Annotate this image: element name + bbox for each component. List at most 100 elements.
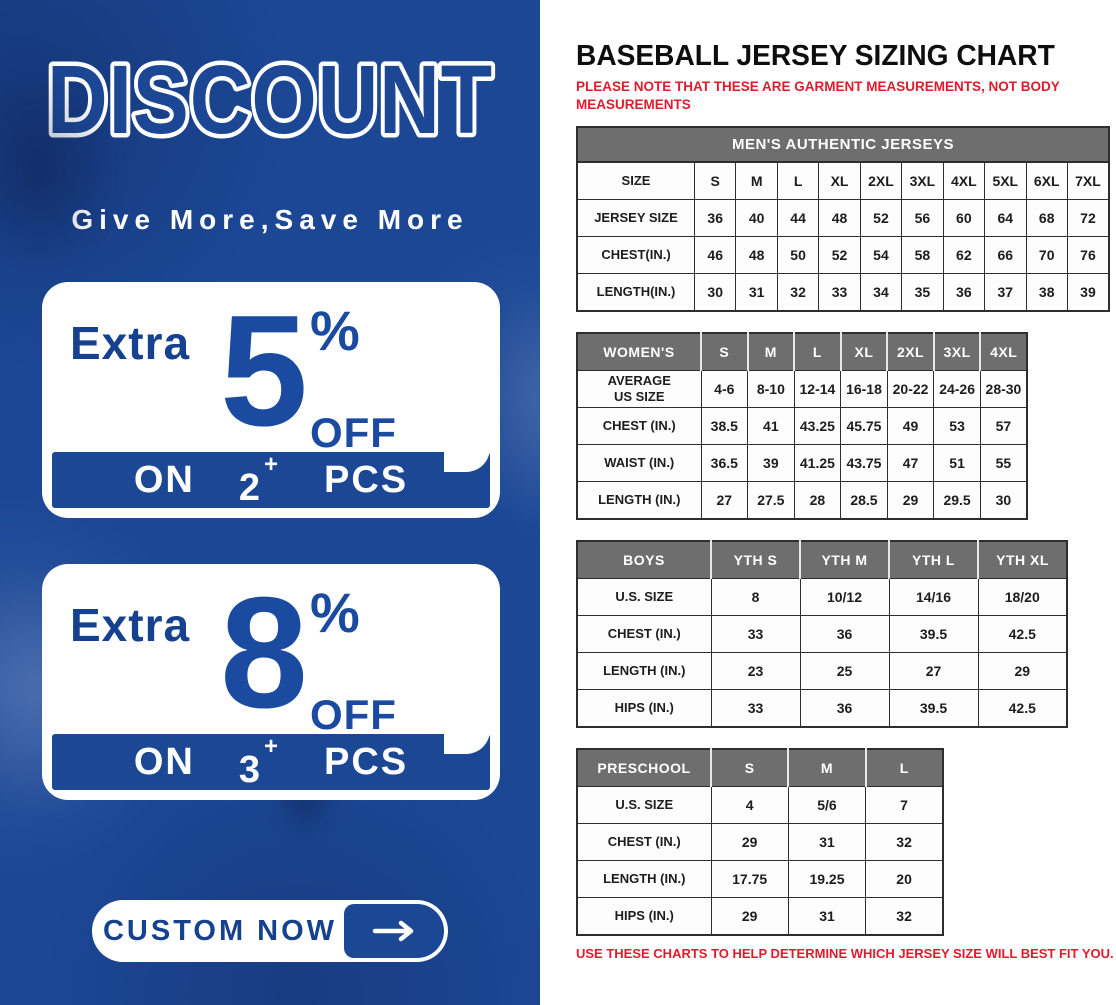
offer-main: Extra 5 % OFF	[42, 282, 500, 459]
table-row-label: U.S. SIZE	[576, 786, 712, 825]
offer-condition-bar: ON 3+ PCS	[52, 732, 490, 791]
offer-extra-label: Extra	[70, 599, 191, 651]
table-header-cell: 3XL	[932, 332, 982, 372]
table-header-cell: M	[787, 748, 867, 788]
table-header-row: WOMEN'S S M L XL 2XL 3XL 4XL	[576, 332, 1028, 372]
table-cell: 27	[888, 652, 979, 691]
table-cell: 18/20	[977, 578, 1068, 617]
table-cell: 62	[942, 236, 986, 275]
fit-advice-note: USE THESE CHARTS TO HELP DETERMINE WHICH…	[576, 946, 1114, 962]
off-label: OFF	[309, 409, 397, 457]
table-cell: 51	[933, 444, 981, 483]
table-cell: 20	[865, 860, 944, 899]
table-cell: 5XL	[984, 161, 1027, 201]
offer-amount: 5	[220, 283, 308, 459]
table-cell: 34	[859, 273, 903, 312]
table-row: U.S. SIZE 8 10/12 14/16 18/20	[576, 578, 1068, 617]
table-row: HIPS (IN.) 33 36 39.5 42.5	[576, 689, 1068, 728]
table-header-row: BOYS YTH S YTH M YTH L YTH XL	[576, 540, 1068, 580]
on-label: ON	[133, 458, 195, 501]
table-cell: 37	[984, 273, 1027, 312]
table-header-cell: M	[746, 332, 796, 372]
table-cell: 14/16	[888, 578, 979, 617]
offer-main: Extra 8 % OFF	[42, 564, 500, 736]
table-row-label: LENGTH (IN.)	[576, 860, 712, 899]
garment-measurement-note: PLEASE NOTE THAT THESE ARE GARMENT MEASU…	[576, 79, 1060, 113]
table-row: AVERAGE US SIZE 4-6 8-10 12-14 16-18 20-22 24-…	[576, 370, 1028, 409]
custom-now-button[interactable]: CUSTOM NOW	[92, 900, 448, 962]
table-row: HIPS (IN.) 29 31 32	[576, 897, 944, 936]
table-cell: 72	[1066, 199, 1110, 238]
table-cell: S	[693, 161, 737, 201]
table-cell: 2XL	[859, 161, 903, 201]
size-table-mens: MEN'S AUTHENTIC JERSEYS SIZE S M L XL 2XL 3XL 4X…	[576, 126, 1110, 313]
offer-condition-bar: ON 2+ PCS	[52, 451, 490, 509]
table-cell: 32	[865, 823, 944, 862]
table-cell: 57	[979, 407, 1028, 446]
table-cell: 52	[818, 236, 861, 275]
table-cell: 29	[886, 481, 935, 520]
table-cell: 39	[747, 444, 795, 483]
table-header-cell: XL	[839, 332, 889, 372]
table-cell: 19.25	[787, 860, 867, 899]
table-header-cell: S	[709, 748, 790, 788]
table-cell: 31	[787, 897, 867, 936]
table-cell: 40	[735, 199, 778, 238]
table-row: LENGTH (IN.) 17.75 19.25 20	[576, 860, 944, 899]
table-cell: 12-14	[793, 370, 842, 409]
offer-quantity: 3+	[238, 732, 280, 791]
table-cell: 44	[776, 199, 820, 238]
table-cell: 30	[979, 481, 1028, 520]
table-row-label: CHEST (IN.)	[576, 407, 702, 446]
table-cell: 39.5	[888, 615, 979, 654]
table-cell: 27	[700, 481, 749, 520]
table-header-cell: S	[700, 332, 749, 372]
table-cell: 50	[776, 236, 820, 275]
table-cell: 28	[793, 481, 842, 520]
table-cell: 17.75	[710, 860, 789, 899]
table-header-cell: YTH L	[888, 540, 979, 580]
table-header-cell: 4XL	[979, 332, 1028, 372]
table-cell: 58	[901, 236, 944, 275]
table-row: WAIST (IN.) 36.5 39 41.25 43.75 47 51 55	[576, 444, 1028, 483]
table-row-label: CHEST (IN.)	[576, 615, 712, 654]
table-cell: 27.5	[747, 481, 795, 520]
table-cell: 43.75	[840, 444, 888, 483]
table-cell: 46	[693, 236, 737, 275]
table-caption: MEN'S AUTHENTIC JERSEYS	[576, 126, 1110, 162]
table-row-label: WAIST (IN.)	[576, 444, 702, 483]
table-header-cell: L	[864, 748, 944, 788]
table-cell: 36	[693, 199, 737, 238]
table-cell: 33	[710, 689, 801, 728]
offer-card-5-percent: Extra 5 % OFF ON 2+ PCS	[42, 282, 500, 518]
table-row: CHEST (IN.) 38.5 41 43.25 45.75 49 53 57	[576, 407, 1028, 446]
discount-banner-panel: DISCOUNT Give More,Save More Extra 5 % O…	[0, 0, 540, 1005]
table-row: LENGTH (IN.) 27 27.5 28 28.5 29 29.5 30	[576, 481, 1028, 520]
table-cell: 29	[977, 652, 1068, 691]
percent-sign: %	[309, 299, 360, 362]
table-cell: M	[735, 161, 778, 201]
table-cell: 41	[747, 407, 795, 446]
table-cell: 29	[710, 897, 789, 936]
offer-percent-off: % OFF	[309, 581, 397, 735]
table-cell: 48	[818, 199, 861, 238]
table-cell: 48	[735, 236, 778, 275]
table-header-cell: YTH XL	[977, 540, 1068, 580]
table-row-label: LENGTH (IN.)	[576, 652, 712, 691]
table-cell: 39	[1066, 273, 1110, 312]
table-row-label: AVERAGE US SIZE	[576, 370, 702, 409]
table-cell: 32	[776, 273, 820, 312]
table-cell: 29	[710, 823, 789, 862]
table-cell: 55	[979, 444, 1028, 483]
percent-sign: %	[309, 581, 360, 644]
table-cell: 4-6	[700, 370, 749, 409]
discount-title: DISCOUNT	[43, 42, 497, 159]
table-cell: 35	[901, 273, 944, 312]
table-cell: 29.5	[933, 481, 981, 520]
table-cell: 28-30	[979, 370, 1028, 409]
size-tables-container: MEN'S AUTHENTIC JERSEYS SIZE S M L XL 2XL 3XL 4X…	[576, 126, 1114, 937]
table-row-label: LENGTH(IN.)	[576, 273, 695, 312]
table-cell: XL	[818, 161, 861, 201]
table-cell: 39.5	[888, 689, 979, 728]
table-header-label: WOMEN'S	[576, 332, 702, 372]
